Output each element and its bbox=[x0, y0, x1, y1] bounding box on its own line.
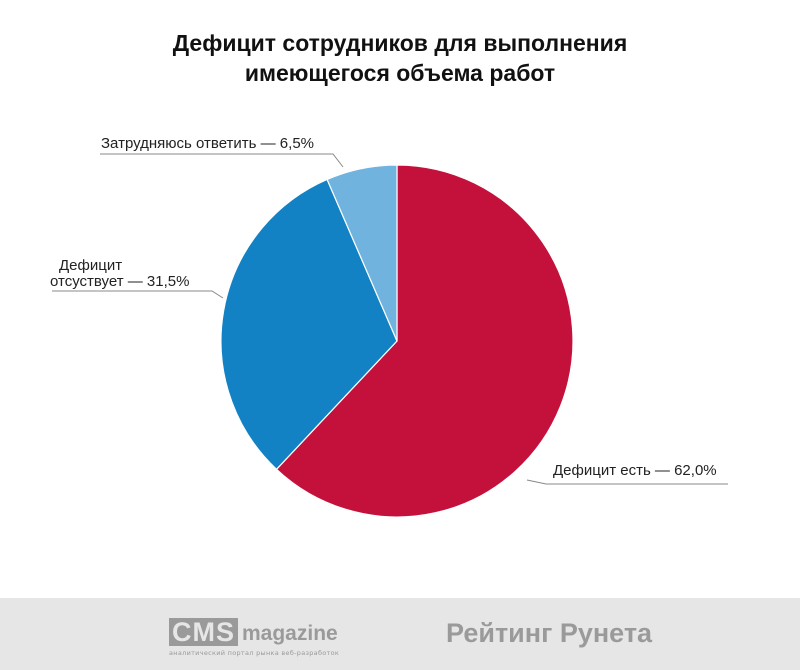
leader-line-deficit-no bbox=[52, 290, 224, 299]
leader-line-deficit-yes bbox=[526, 479, 728, 485]
cms-logo-box[interactable]: CMS bbox=[169, 618, 238, 646]
chart-title-line-2: имеющегося объема работ bbox=[244, 60, 556, 86]
cms-logo-tagline: аналитический портал рынка веб-разработо… bbox=[169, 649, 340, 657]
pie-slice-deficit-no bbox=[220, 178, 398, 471]
footer-bar: CMS magazine аналитический портал рынка … bbox=[0, 598, 800, 670]
label-deficit-no-line-1: Дефицит bbox=[59, 257, 123, 274]
leader-line-hard-to-say bbox=[100, 153, 344, 168]
chart-title-line-1: Дефицит сотрудников для выполнения bbox=[172, 30, 628, 56]
label-hard-to-say: Затрудняюсь ответить — 6,5% bbox=[101, 135, 314, 152]
label-deficit-no-line-2: отсуствует — 31,5% bbox=[50, 273, 190, 290]
pie-slice-hard-to-say bbox=[326, 164, 398, 342]
label-deficit-yes: Дефицит есть — 62,0% bbox=[553, 462, 717, 479]
pie-slice-deficit-yes bbox=[275, 164, 574, 518]
pie-chart bbox=[52, 153, 728, 518]
cms-logo-magazine[interactable]: magazine bbox=[242, 622, 338, 645]
rating-runeta-logo[interactable]: Рейтинг Рунета bbox=[446, 618, 653, 648]
chart-title: Дефицит сотрудников для выполнения имеющ… bbox=[0, 28, 800, 88]
